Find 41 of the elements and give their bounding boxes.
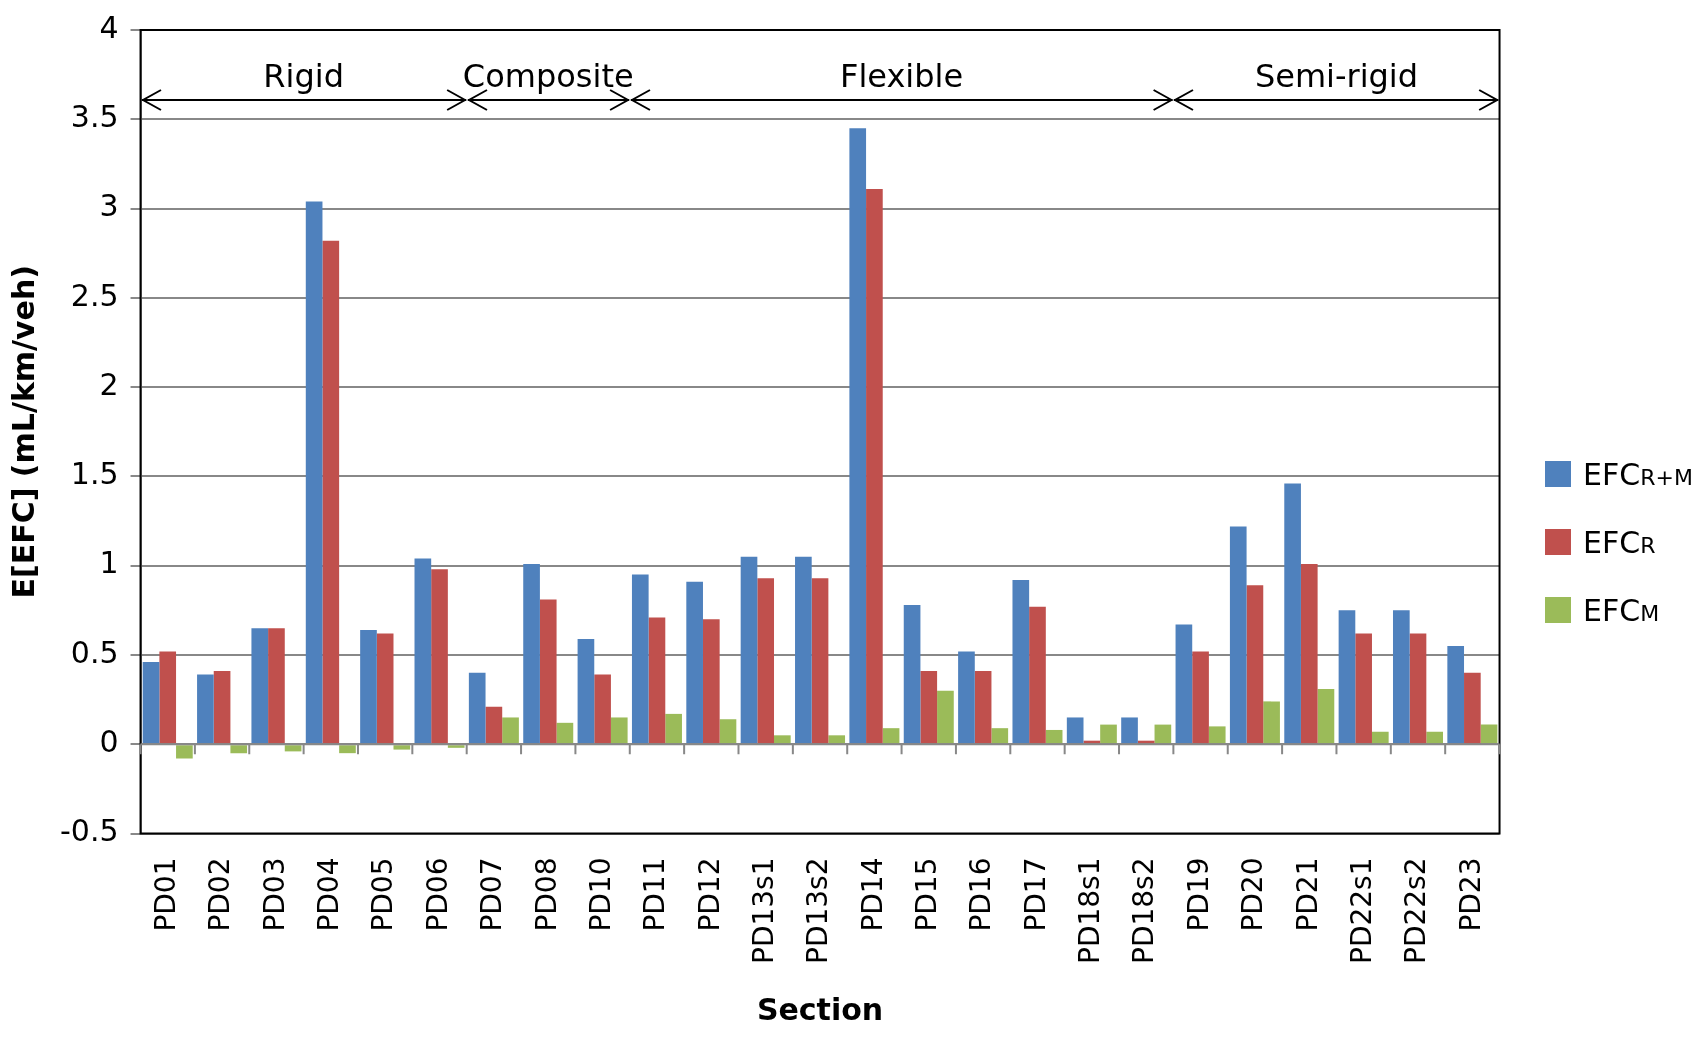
- y-tick-label: 1.5: [70, 456, 119, 492]
- x-tick-label: PD06: [420, 857, 454, 932]
- x-tick-label: PD18s1: [1073, 857, 1107, 965]
- y-axis-title: E[EFC] (mL/km/veh): [5, 264, 41, 599]
- x-tick-label: PD15: [910, 857, 944, 932]
- x-tick-label: PD16: [964, 857, 998, 932]
- x-tick-label: PD02: [203, 857, 237, 932]
- x-tick-label: PD13s1: [746, 857, 780, 965]
- x-tick-label: PD22s1: [1344, 857, 1378, 965]
- x-tick-label: PD08: [529, 857, 563, 932]
- x-tick-label: PD13s2: [801, 857, 835, 965]
- annotation: Composite: [462, 56, 634, 95]
- x-tick-label: PD11: [638, 857, 672, 932]
- annotation: Rigid: [263, 56, 344, 95]
- x-tick-label: PD14: [855, 857, 889, 932]
- y-tick-label: 0: [99, 724, 119, 760]
- y-tick-label: 3.5: [70, 99, 119, 135]
- x-tick-label: PD23: [1453, 857, 1487, 932]
- y-tick-label: -0.5: [59, 813, 119, 849]
- annotation: Flexible: [840, 56, 964, 95]
- x-tick-label: PD12: [692, 857, 726, 932]
- y-tick-label: 2: [99, 366, 119, 402]
- x-axis-title: Section: [756, 991, 884, 1027]
- annotation: Semi-rigid: [1254, 56, 1419, 95]
- x-tick-label: PD22s2: [1399, 857, 1433, 965]
- x-tick-label: PD17: [1018, 857, 1052, 932]
- x-tick-label: PD21: [1290, 857, 1324, 932]
- y-tick-label: 2.5: [70, 277, 119, 313]
- x-tick-label: PD19: [1181, 857, 1215, 932]
- x-tick-label: PD04: [312, 857, 346, 932]
- x-tick-label: PD20: [1236, 857, 1270, 932]
- y-tick-label: 0.5: [70, 634, 119, 670]
- y-tick-label: 1: [99, 545, 119, 581]
- x-tick-label: PD03: [257, 857, 291, 932]
- x-tick-label: PD18s2: [1127, 857, 1161, 965]
- x-tick-label: PD05: [366, 857, 400, 932]
- x-tick-label: PD07: [475, 857, 509, 932]
- y-tick-label: 4: [99, 9, 119, 45]
- x-tick-label: PD01: [149, 857, 182, 932]
- y-tick-label: 3: [99, 188, 119, 224]
- x-tick-label: PD10: [583, 857, 617, 932]
